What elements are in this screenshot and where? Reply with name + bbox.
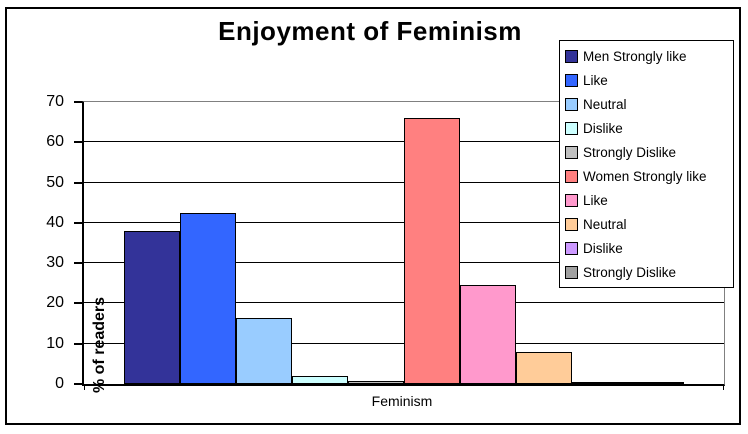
y-axis-tick-30 [74, 262, 82, 265]
bar-9-strongly-dislike [628, 382, 684, 384]
legend-label: Like [583, 72, 608, 88]
y-tick-label-60: 60 [46, 133, 64, 151]
legend-swatch-icon [565, 145, 578, 159]
legend-label: Neutral [583, 216, 627, 232]
bar-2-neutral [236, 318, 292, 384]
legend-item-3: Dislike [565, 121, 728, 136]
legend-label: Strongly Dislike [583, 144, 677, 160]
legend-label: Dislike [583, 120, 623, 136]
y-tick-label-10: 10 [46, 334, 64, 352]
y-tick-label-70: 70 [46, 93, 64, 110]
x-axis-category-label: Feminism [371, 393, 433, 409]
legend-swatch-icon [565, 241, 578, 255]
plot-inner: 0 10 20 30 40 50 60 70 [46, 93, 724, 392]
y-axis-tick-10 [74, 342, 82, 345]
y-axis-tick-60 [74, 141, 82, 144]
y-axis-tick-40 [74, 221, 82, 224]
x-axis-end-tick-0 [84, 385, 85, 390]
legend-item-8: Dislike [565, 241, 728, 256]
legend-swatch-icon [565, 49, 578, 63]
legend-label: Men Strongly like [583, 48, 687, 64]
legend-label: Like [583, 192, 608, 208]
bar-7-neutral [516, 352, 572, 384]
legend-label: Dislike [583, 240, 623, 256]
bar-0-men-strongly-like [124, 231, 180, 384]
legend-item-6: Like [565, 193, 728, 208]
legend-item-2: Neutral [565, 97, 728, 112]
legend-label: Women Strongly like [583, 168, 707, 184]
chart-title: Enjoyment of Feminism [218, 16, 522, 46]
legend-item-1: Like [565, 73, 728, 88]
legend-swatch-icon [565, 169, 578, 183]
x-axis-end-tick-1 [723, 385, 724, 390]
y-axis-tick-20 [74, 302, 82, 305]
y-tick-label-30: 30 [46, 254, 64, 272]
legend-item-7: Neutral [565, 217, 728, 232]
y-axis-tick-50 [74, 181, 82, 184]
legend-swatch-icon [565, 193, 578, 207]
bar-4-strongly-dislike [348, 381, 404, 384]
y-axis-tick-70 [74, 101, 82, 103]
y-tick-label-40: 40 [46, 213, 64, 231]
legend: Men Strongly like Like Neutral Dislike Stron… [559, 40, 734, 288]
bar-6-like [460, 285, 516, 384]
legend-item-5: Women Strongly like [565, 169, 728, 184]
legend-swatch-icon [565, 97, 578, 111]
legend-item-0: Men Strongly like [565, 49, 728, 64]
legend-label: Strongly Dislike [583, 264, 677, 280]
y-tick-label-0: 0 [55, 375, 64, 392]
y-axis-title-text: % of readers [91, 296, 108, 393]
legend-swatch-icon [565, 217, 578, 231]
legend-item-9: Strongly Dislike [565, 265, 728, 280]
bar-3-dislike [292, 376, 348, 384]
legend-item-4: Strongly Dislike [565, 145, 728, 160]
y-tick-label-50: 50 [46, 173, 64, 191]
bar-5-women-strongly-like [404, 118, 460, 384]
bar-1-like [180, 213, 236, 384]
legend-swatch-icon [565, 73, 578, 87]
legend-swatch-icon [565, 121, 578, 135]
legend-label: Neutral [583, 96, 627, 112]
legend-swatch-icon [565, 265, 578, 279]
y-axis-tick-0 [74, 383, 82, 385]
bar-8-dislike [572, 382, 628, 384]
y-tick-label-20: 20 [46, 294, 64, 312]
